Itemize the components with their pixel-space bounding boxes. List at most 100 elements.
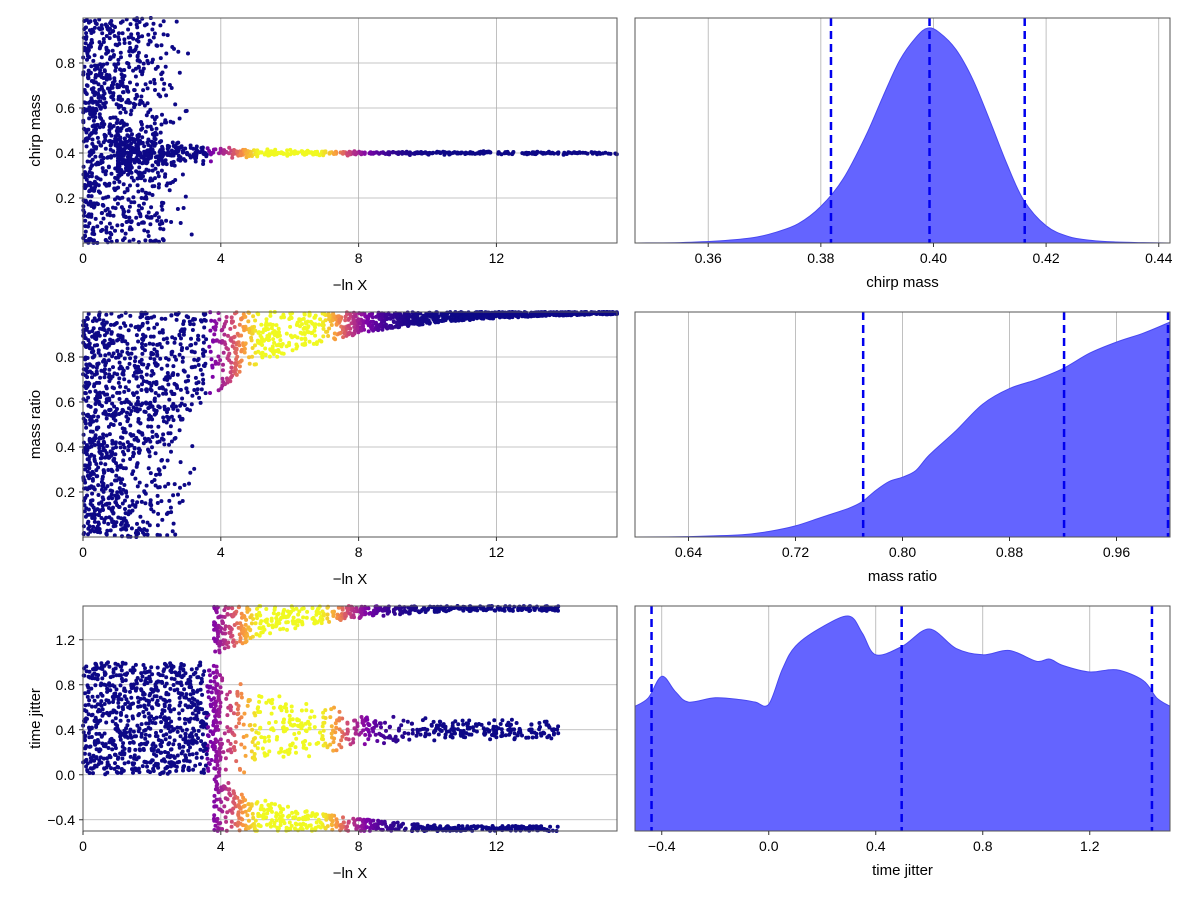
- sample-point: [158, 714, 163, 719]
- sample-point: [84, 326, 89, 331]
- sample-point: [158, 56, 163, 61]
- sample-point: [205, 146, 210, 151]
- sample-point: [194, 732, 199, 737]
- sample-point: [132, 668, 137, 673]
- sample-point: [182, 483, 187, 487]
- sample-point: [226, 378, 231, 383]
- sample-point: [259, 322, 264, 327]
- sample-point: [180, 172, 185, 177]
- sample-point: [146, 143, 151, 147]
- sample-point: [98, 106, 103, 111]
- sample-point: [238, 636, 243, 640]
- sample-point: [108, 322, 113, 327]
- sample-point: [187, 678, 192, 683]
- sample-point: [161, 32, 166, 37]
- sample-point: [343, 314, 348, 319]
- sample-point: [253, 318, 258, 323]
- sample-point: [174, 768, 179, 773]
- sample-point: [193, 156, 198, 161]
- sample-point: [99, 368, 104, 373]
- sample-point: [120, 80, 125, 85]
- sample-point: [110, 394, 115, 399]
- sample-point: [178, 485, 182, 490]
- sample-point: [583, 150, 588, 155]
- sample-point: [116, 380, 121, 385]
- sample-point: [121, 768, 126, 773]
- sample-point: [178, 665, 183, 670]
- sample-point: [456, 311, 461, 316]
- sample-point: [98, 530, 103, 535]
- sample-point: [257, 330, 262, 335]
- sample-point: [101, 508, 105, 512]
- sample-point: [154, 472, 158, 477]
- sample-point: [85, 512, 90, 517]
- sample-point: [138, 696, 143, 701]
- sample-point: [181, 322, 186, 326]
- sample-point: [92, 382, 97, 387]
- sample-point: [162, 704, 167, 709]
- sample-point: [177, 759, 182, 764]
- sample-point: [122, 752, 127, 757]
- sample-point: [115, 464, 120, 469]
- sample-point: [168, 729, 172, 734]
- sample-point: [115, 223, 120, 228]
- sample-point: [165, 340, 170, 345]
- sample-point: [401, 150, 406, 155]
- sample-point: [95, 135, 100, 140]
- sample-point: [164, 336, 169, 341]
- sample-point: [447, 315, 452, 320]
- sample-point: [281, 351, 286, 356]
- sample-point: [155, 218, 160, 223]
- sample-point: [96, 483, 101, 488]
- sample-point: [142, 196, 147, 201]
- sample-point: [112, 53, 116, 57]
- sample-point: [138, 430, 142, 435]
- sample-point: [84, 425, 89, 430]
- sample-point: [144, 400, 148, 405]
- sample-point: [81, 416, 86, 421]
- sample-point: [138, 98, 143, 103]
- sample-point: [154, 126, 159, 131]
- sample-point: [96, 707, 101, 712]
- sample-point: [161, 337, 166, 342]
- sample-point: [280, 342, 285, 346]
- sample-point: [177, 703, 182, 708]
- sample-point: [156, 185, 161, 190]
- sample-point: [169, 86, 174, 90]
- sample-point: [100, 95, 105, 100]
- sample-point: [104, 230, 109, 235]
- sample-point: [84, 757, 89, 762]
- sample-point: [114, 238, 119, 243]
- sample-point: [222, 148, 227, 153]
- sample-point: [93, 704, 98, 709]
- sample-point: [292, 151, 297, 156]
- sample-point: [110, 710, 115, 715]
- sample-point: [160, 711, 164, 716]
- sample-point: [159, 499, 164, 504]
- sample-point: [162, 81, 167, 86]
- sample-point: [523, 314, 528, 319]
- sample-point: [252, 362, 257, 367]
- sample-point: [256, 312, 261, 317]
- sample-point: [132, 140, 137, 144]
- sample-point: [221, 151, 226, 156]
- sample-point: [82, 183, 87, 187]
- sample-point: [90, 137, 95, 142]
- sample-point: [146, 137, 151, 142]
- sample-point: [250, 325, 255, 330]
- sample-point: [122, 160, 126, 165]
- sample-point: [199, 755, 204, 760]
- sample-point: [268, 313, 273, 318]
- sample-point: [213, 718, 218, 722]
- sample-point: [215, 670, 219, 675]
- sample-point: [139, 688, 144, 693]
- sample-point: [91, 229, 96, 233]
- sample-point: [113, 752, 118, 757]
- sample-point: [148, 222, 153, 227]
- sample-point: [145, 124, 150, 129]
- sample-point: [123, 466, 128, 471]
- sample-point: [207, 344, 212, 349]
- sample-point: [193, 150, 198, 155]
- sample-point: [253, 328, 258, 333]
- sample-point: [172, 738, 177, 743]
